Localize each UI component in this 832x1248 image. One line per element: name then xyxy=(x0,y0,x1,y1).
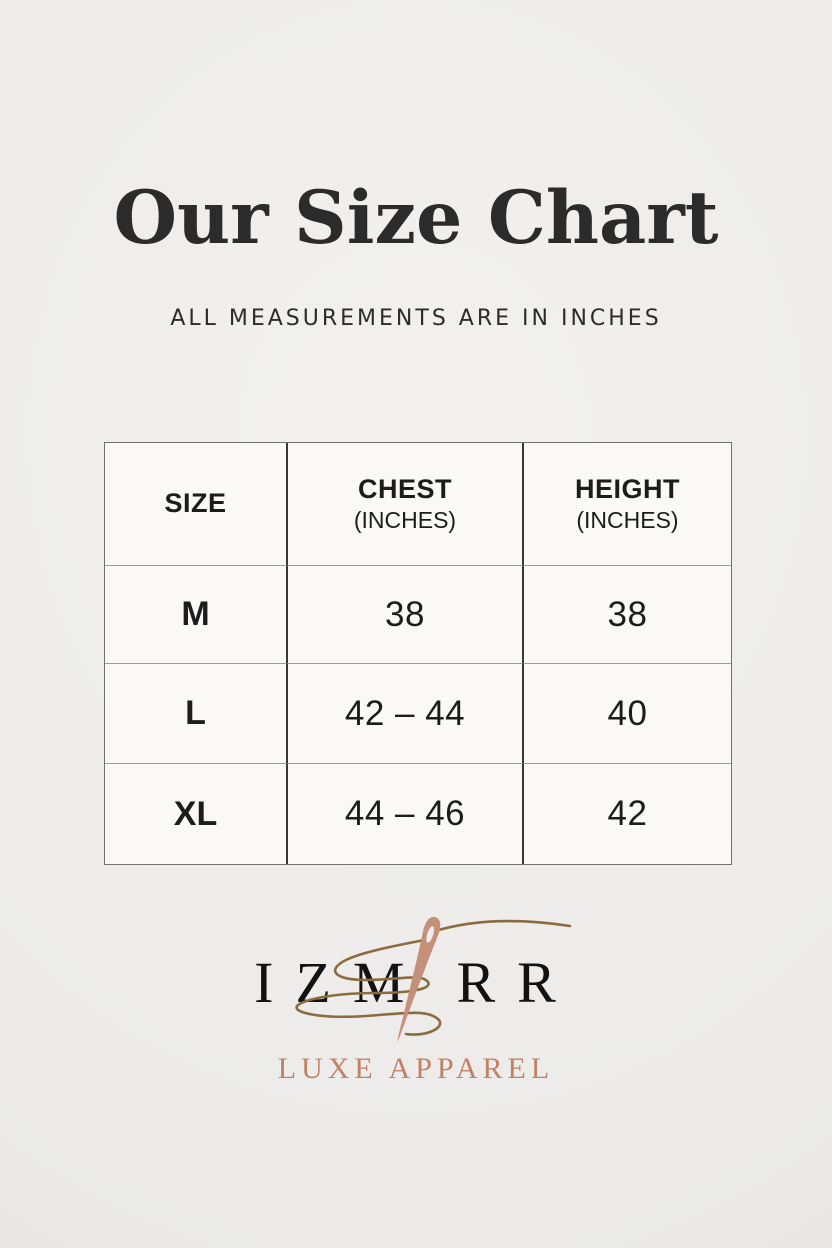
table-row-l-size: L xyxy=(105,664,288,764)
table-row-xl-size: XL xyxy=(105,764,288,864)
brand-logo: IZM RR xyxy=(176,912,656,1052)
brand-letters-right: RR xyxy=(456,950,578,1015)
table-row-l-chest: 42 – 44 xyxy=(288,664,524,764)
table-header-chest: CHEST (INCHES) xyxy=(288,443,524,566)
header-sublabel: (INCHES) xyxy=(576,507,679,534)
table-header-size: SIZE xyxy=(105,443,288,566)
table-header-height: HEIGHT (INCHES) xyxy=(524,443,731,566)
size-table: SIZE CHEST (INCHES) HEIGHT (INCHES) M 38… xyxy=(104,442,732,865)
brand-wordmark: IZM RR xyxy=(176,954,656,1012)
table-row-m-chest: 38 xyxy=(288,566,524,664)
page-subtitle: ALL MEASUREMENTS ARE IN INCHES xyxy=(170,306,662,331)
table-row-xl-height: 42 xyxy=(607,794,648,833)
table-row-xl-chest: 44 – 46 xyxy=(288,764,524,864)
brand-tagline: LUXE APPAREL xyxy=(277,1052,555,1085)
table-row-m-size: M xyxy=(105,566,288,664)
header-label: SIZE xyxy=(164,488,227,519)
table-row-l-height: 40 xyxy=(524,664,731,764)
header-label: CHEST xyxy=(357,474,452,505)
header-label: HEIGHT xyxy=(574,474,680,505)
table-row-m-height: 38 xyxy=(524,566,731,664)
page-title: Our Size Chart xyxy=(113,175,719,261)
header-sublabel: (INCHES) xyxy=(353,507,457,534)
brand-letters-left: IZM xyxy=(254,950,427,1015)
